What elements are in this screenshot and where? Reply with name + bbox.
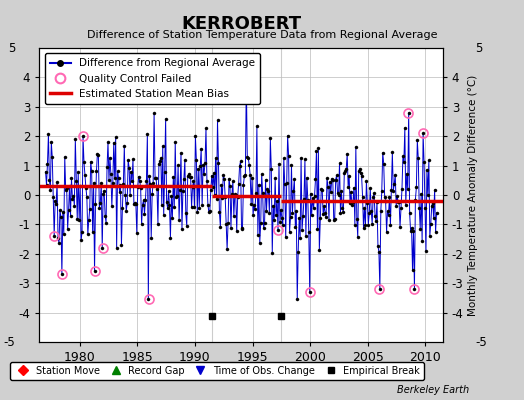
Legend: Station Move, Record Gap, Time of Obs. Change, Empirical Break: Station Move, Record Gap, Time of Obs. C… bbox=[10, 362, 424, 380]
Text: 5: 5 bbox=[8, 42, 15, 54]
Y-axis label: Monthly Temperature Anomaly Difference (°C): Monthly Temperature Anomaly Difference (… bbox=[468, 74, 478, 316]
Text: 5: 5 bbox=[475, 42, 483, 54]
Text: -5: -5 bbox=[3, 336, 15, 348]
Title: KERROBERT: KERROBERT bbox=[181, 14, 301, 32]
Text: -5: -5 bbox=[475, 336, 487, 348]
Text: Berkeley Earth: Berkeley Earth bbox=[397, 385, 469, 395]
Text: Difference of Station Temperature Data from Regional Average: Difference of Station Temperature Data f… bbox=[87, 30, 437, 40]
